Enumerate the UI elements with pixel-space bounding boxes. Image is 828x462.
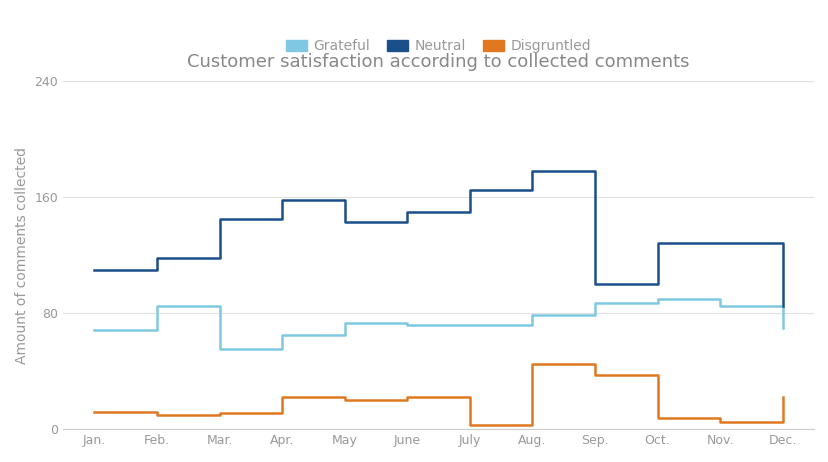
Title: Customer satisfaction according to collected comments: Customer satisfaction according to colle… <box>187 53 689 71</box>
Y-axis label: Amount of comments collected: Amount of comments collected <box>15 146 29 364</box>
Legend: Grateful, Neutral, Disgruntled: Grateful, Neutral, Disgruntled <box>286 39 590 53</box>
